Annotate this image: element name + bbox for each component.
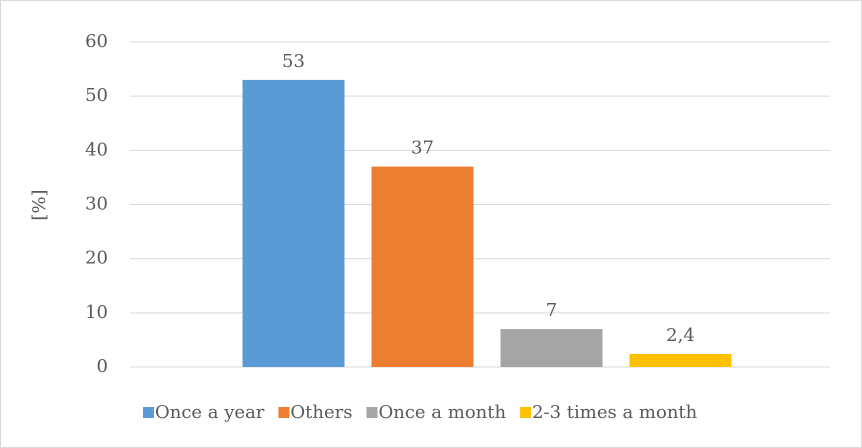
data-label: 53	[282, 51, 305, 72]
legend-label: Once a year	[155, 402, 265, 423]
bar	[629, 354, 732, 367]
y-tick-label: 30	[85, 194, 108, 215]
bar	[242, 79, 345, 368]
y-axis-label: [%]	[29, 189, 50, 220]
y-tick-label: 60	[85, 31, 108, 52]
legend-swatch	[143, 407, 154, 418]
legend-label: Once a month	[379, 402, 507, 423]
y-tick-label: 20	[85, 248, 108, 269]
legend-swatch	[520, 407, 532, 418]
legend-label: Others	[290, 402, 352, 423]
legend-swatch	[278, 407, 290, 418]
data-label: 2,4	[666, 325, 695, 346]
bar	[500, 329, 603, 367]
legend-swatch	[366, 407, 378, 418]
legend-label: 2-3 times a month	[532, 402, 698, 423]
y-tick-label: 40	[85, 139, 108, 160]
y-tick-label: 10	[85, 302, 108, 323]
data-label: 37	[411, 138, 434, 159]
data-label: 7	[546, 300, 557, 321]
bar	[371, 166, 474, 367]
y-tick-label: 0	[97, 356, 108, 377]
y-tick-label: 50	[85, 85, 108, 106]
